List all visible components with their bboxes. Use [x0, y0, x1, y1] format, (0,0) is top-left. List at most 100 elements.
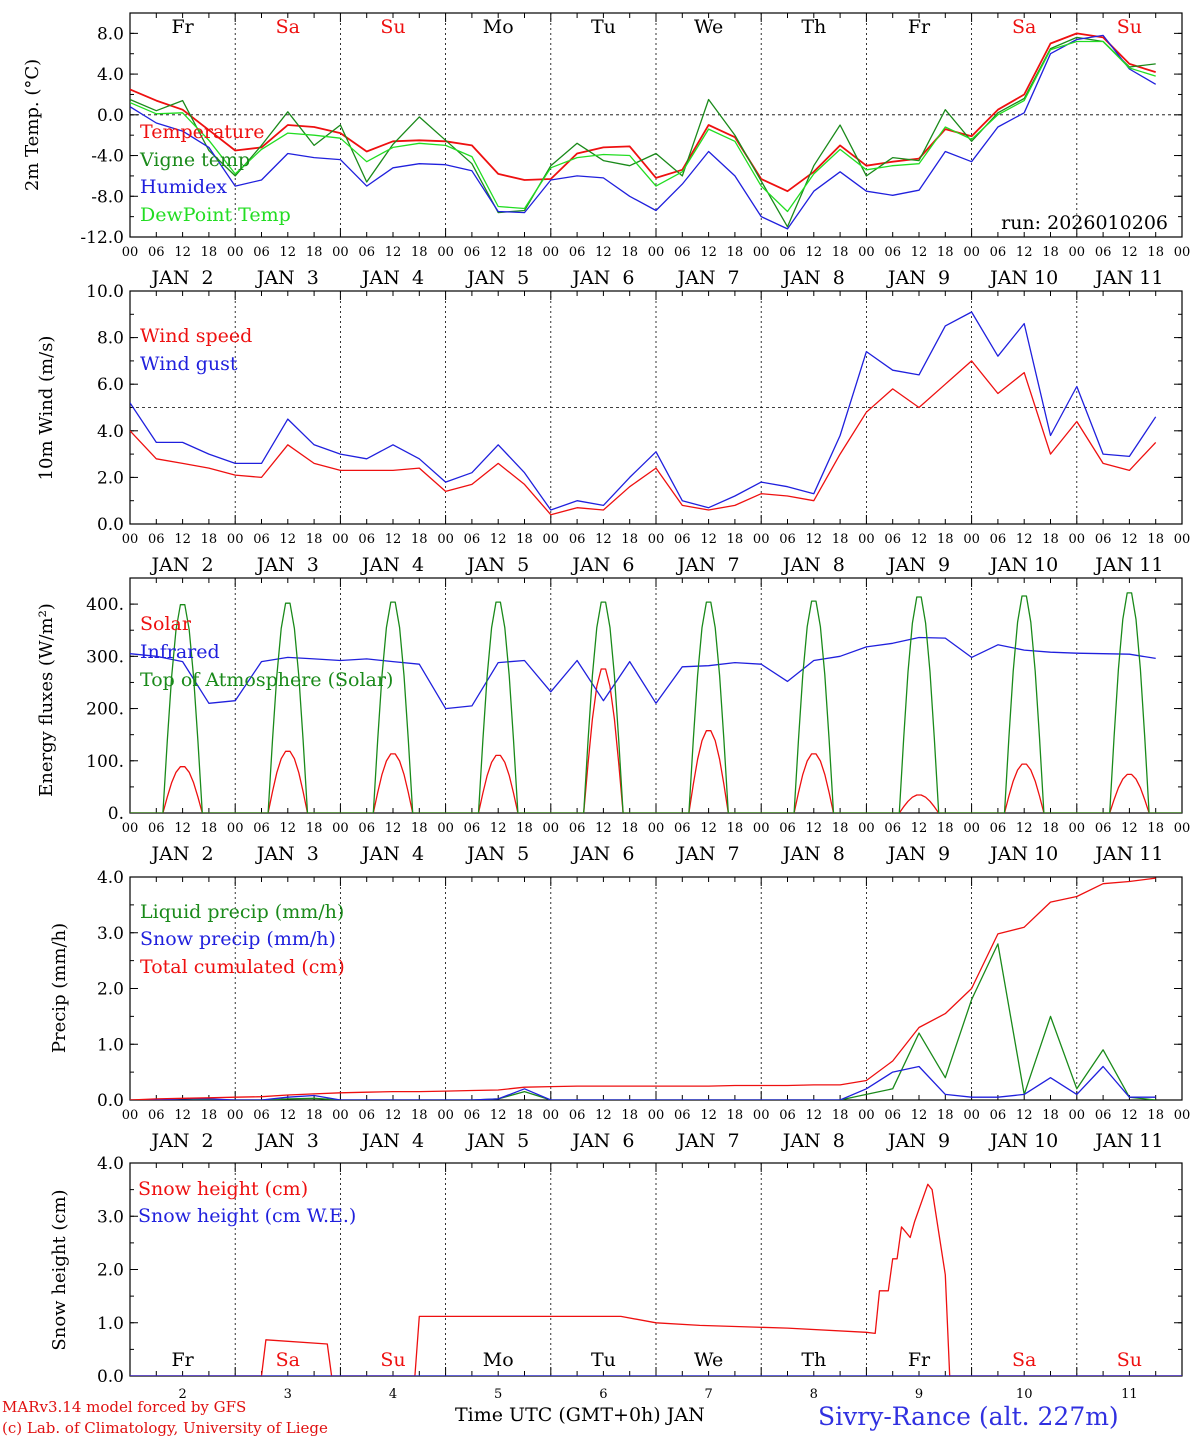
- hour-tick-label: 00: [648, 821, 665, 836]
- weekday-label: Mo: [483, 16, 514, 38]
- date-label: JAN 9: [886, 267, 950, 289]
- hour-tick-label: 18: [411, 821, 428, 836]
- hour-tick-label: 06: [569, 532, 586, 547]
- date-label: JAN 11: [1093, 267, 1163, 289]
- date-label: JAN 5: [465, 843, 529, 865]
- series-line-wind-gust: [130, 311, 1157, 511]
- hour-tick-label: 18: [937, 1108, 954, 1123]
- hour-tick-label: 06: [990, 532, 1007, 547]
- date-label: JAN 9: [886, 554, 950, 576]
- y-tick-label: 10.0: [86, 282, 124, 302]
- hour-tick-label: 18: [727, 245, 744, 260]
- hour-tick-label: 00: [753, 245, 770, 260]
- hour-tick-label: 00: [332, 245, 349, 260]
- hour-tick-label: 18: [937, 532, 954, 547]
- hour-tick-label: 12: [806, 821, 823, 836]
- hour-tick-label: 12: [490, 532, 507, 547]
- y-tick-label: 0.0: [97, 106, 124, 126]
- hour-tick-label: 12: [385, 821, 402, 836]
- hour-tick-label: 06: [674, 821, 691, 836]
- hour-tick-label: 00: [227, 1108, 244, 1123]
- weekday-label: Sa: [1012, 1349, 1036, 1371]
- hour-tick-label: 00: [543, 1108, 560, 1123]
- hour-tick-label: 00: [753, 1108, 770, 1123]
- legend-entry: Wind speed: [140, 325, 252, 347]
- hour-tick-label: 06: [569, 821, 586, 836]
- hour-tick-label: 06: [148, 821, 165, 836]
- y-tick-label: 6.0: [97, 375, 124, 395]
- hour-tick-label: 12: [490, 1108, 507, 1123]
- weekday-label: Fr: [171, 16, 194, 38]
- hour-tick-label: 12: [385, 1108, 402, 1123]
- hour-tick-label: 00: [1174, 1108, 1191, 1123]
- series-line-total-cumulated-cm-: [130, 877, 1156, 1100]
- hour-tick-label: 06: [253, 245, 270, 260]
- series-line-snow-height-cm-: [130, 1183, 1182, 1376]
- date-tick-label: 11: [1121, 1387, 1138, 1402]
- weekday-label: Fr: [171, 1349, 194, 1371]
- hour-tick-label: 00: [858, 245, 875, 260]
- weekday-label: Sa: [1012, 16, 1036, 38]
- date-label: JAN 10: [988, 1130, 1058, 1152]
- weekday-label: Fr: [908, 1349, 931, 1371]
- hour-tick-label: 00: [648, 1108, 665, 1123]
- y-tick-label: 8.0: [97, 329, 124, 349]
- hour-tick-label: 06: [674, 532, 691, 547]
- hour-tick-label: 18: [516, 245, 533, 260]
- date-label: JAN 8: [781, 267, 845, 289]
- hour-tick-label: 18: [937, 245, 954, 260]
- y-tick-label: 100.: [86, 752, 124, 772]
- hour-tick-label: 00: [753, 532, 770, 547]
- hour-tick-label: 12: [280, 821, 297, 836]
- hour-tick-label: 00: [963, 1108, 980, 1123]
- date-label: JAN 6: [570, 1130, 634, 1152]
- hour-tick-label: 00: [122, 245, 139, 260]
- y-tick-label: -12.0: [80, 228, 124, 248]
- date-label: JAN 10: [988, 267, 1058, 289]
- y-tick-label: 4.0: [97, 65, 124, 85]
- legend-entry: Solar: [140, 613, 192, 635]
- legend-entry: Snow precip (mm/h): [140, 928, 336, 950]
- legend-entry: Total cumulated (cm): [140, 956, 345, 978]
- series-line-top-of-atmosphere-solar-: [130, 592, 1182, 813]
- date-label: JAN 9: [886, 843, 950, 865]
- legend-entry: Liquid precip (mm/h): [140, 901, 344, 923]
- hour-tick-label: 12: [1016, 821, 1033, 836]
- hour-tick-label: 06: [358, 532, 375, 547]
- date-label: JAN 4: [360, 843, 424, 865]
- hour-tick-label: 06: [779, 821, 796, 836]
- y-tick-label: 0.0: [97, 1091, 124, 1111]
- weekday-label: We: [694, 1349, 723, 1371]
- hour-tick-label: 06: [464, 532, 481, 547]
- hour-tick-label: 00: [1069, 245, 1086, 260]
- weekday-label: Sa: [276, 1349, 300, 1371]
- run-annotation: run: 2026010206: [1001, 212, 1168, 234]
- hour-tick-label: 18: [1042, 532, 1059, 547]
- series-line-wind-speed: [130, 360, 1157, 516]
- y-tick-label: 0.: [108, 804, 124, 824]
- hour-tick-label: 00: [543, 245, 560, 260]
- hour-tick-label: 06: [1095, 245, 1112, 260]
- hour-tick-label: 00: [543, 532, 560, 547]
- hour-tick-label: 00: [963, 821, 980, 836]
- hour-tick-label: 18: [411, 245, 428, 260]
- plot-area: [130, 592, 1182, 813]
- hour-tick-label: 12: [1121, 532, 1138, 547]
- date-label: JAN 3: [255, 1130, 319, 1152]
- panel-4: 0.0 1.0 2.0 3.0 4.0 Precip (mm/h) 00 06 12 18 00 06…: [49, 868, 1190, 1152]
- hour-tick-label: 12: [911, 1108, 928, 1123]
- series-line-humidex: [130, 34, 1157, 230]
- y-tick-label: 4.0: [97, 1154, 124, 1174]
- hour-tick-label: 06: [464, 245, 481, 260]
- hour-tick-label: 00: [543, 821, 560, 836]
- hour-tick-label: 00: [1069, 1108, 1086, 1123]
- hour-tick-label: 00: [1069, 532, 1086, 547]
- date-label: JAN 5: [465, 267, 529, 289]
- y-tick-label: -8.0: [91, 187, 124, 207]
- hour-tick-label: 06: [1095, 532, 1112, 547]
- date-label: JAN 2: [150, 1130, 214, 1152]
- hour-tick-label: 12: [1121, 821, 1138, 836]
- hour-tick-label: 00: [753, 821, 770, 836]
- weekday-label: Th: [801, 16, 826, 38]
